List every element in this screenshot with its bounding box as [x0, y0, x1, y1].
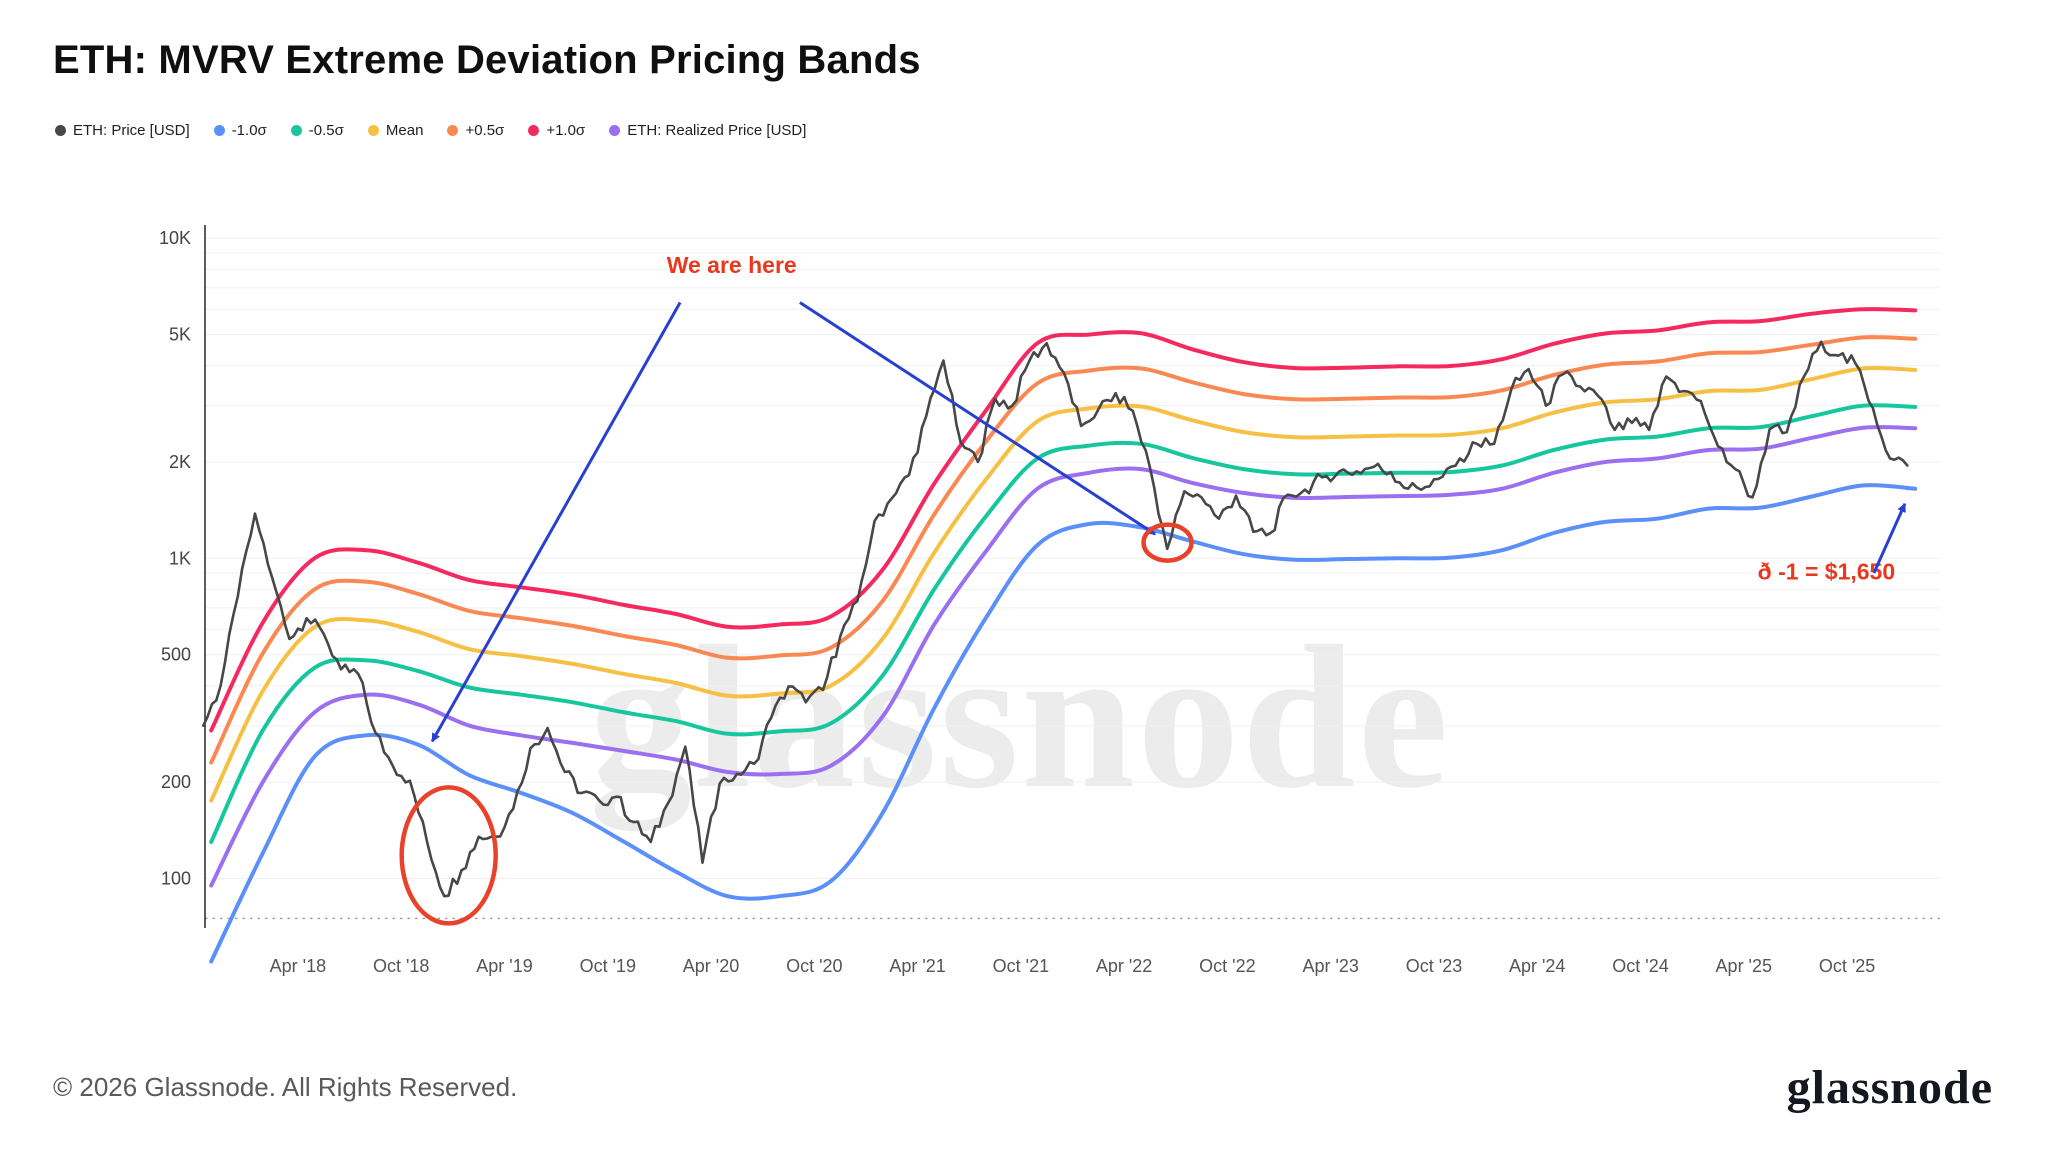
legend-dot-minus1 [213, 125, 225, 136]
x-tick: Oct '18 [373, 956, 429, 976]
x-tick: Apr '19 [476, 956, 532, 976]
legend-label-price: ETH: Price [USD] [73, 122, 190, 139]
x-tick: Oct '23 [1406, 956, 1462, 976]
x-tick: Apr '18 [270, 956, 326, 976]
x-tick: Apr '22 [1096, 956, 1152, 976]
legend-label-mean: Mean [385, 122, 424, 139]
x-tick: Apr '24 [1509, 956, 1565, 976]
annotation-arrow [1872, 502, 1907, 574]
y-tick-500: 500 [161, 645, 191, 665]
x-tick: Apr '25 [1716, 956, 1772, 976]
legend-label-realized: ETH: Realized Price [USD] [627, 122, 807, 139]
series-line-price[interactable] [202, 340, 1909, 898]
legend-item-realized[interactable]: ETH: Realized Price [USD] [609, 122, 806, 139]
x-tick: Oct '24 [1612, 956, 1668, 976]
legend-item-minus05[interactable]: -0.5σ [290, 122, 344, 139]
annotation-circle-2 [1141, 522, 1194, 563]
legend-item-mean[interactable]: Mean [367, 122, 424, 139]
x-tick: Oct '19 [580, 956, 636, 976]
y-tick-1K: 1K [169, 548, 191, 568]
legend-dot-plus1 [528, 125, 540, 136]
annotation-circle-1 [399, 785, 498, 926]
chart-area: glassnode 10K 5K 2K 1K 500 200 100 Apr '18 Oct '… [0, 215, 2048, 1015]
legend-item-minus1[interactable]: -1.0σ [213, 122, 267, 139]
legend-item-price[interactable]: ETH: Price [USD] [55, 122, 190, 139]
legend-label-minus1: -1.0σ [231, 122, 267, 139]
chart-plot[interactable]: 10K 5K 2K 1K 500 200 100 Apr '18 Oct '18 Apr '19 O… [0, 215, 2048, 1015]
x-tick: Oct '22 [1199, 956, 1255, 976]
x-tick: Oct '20 [786, 956, 842, 976]
y-tick-100: 100 [161, 868, 191, 888]
annotation-text: ð -1 = $1,650 [1758, 558, 1895, 584]
legend-dot-minus05 [290, 125, 302, 136]
x-tick: Oct '25 [1819, 956, 1875, 976]
annotation-arrow [430, 301, 682, 743]
series-line-plus1[interactable] [209, 307, 1918, 733]
legend-item-plus1[interactable]: +1.0σ [528, 122, 585, 139]
x-tick: Apr '23 [1302, 956, 1358, 976]
legend-dot-mean [367, 125, 379, 136]
x-tick: Apr '21 [889, 956, 945, 976]
legend-item-plus05[interactable]: +0.5σ [447, 122, 504, 139]
annotation-text: We are here [667, 252, 797, 278]
series-line-minus1[interactable] [209, 483, 1918, 964]
series-line-realized[interactable] [209, 425, 1918, 888]
legend-label-plus05: +0.5σ [465, 122, 505, 139]
legend-label-plus1: +1.0σ [546, 122, 586, 139]
y-tick-5K: 5K [169, 325, 191, 345]
legend-label-minus05: -0.5σ [308, 122, 344, 139]
x-tick: Apr '20 [683, 956, 739, 976]
series-line-mean[interactable] [209, 365, 1918, 803]
legend-dot-price [55, 125, 66, 136]
glassnode-logo: glassnode [1786, 1061, 1993, 1114]
annotation-arrow [799, 301, 1156, 536]
copyright-text: © 2026 Glassnode. All Rights Reserved. [53, 1072, 518, 1102]
y-tick-10K: 10K [159, 228, 191, 248]
y-tick-2K: 2K [169, 452, 191, 472]
chart-title: ETH: MVRV Extreme Deviation Pricing Band… [53, 38, 921, 82]
series-line-plus05[interactable] [209, 335, 1918, 765]
glassnode-watermark-text: glassnode [589, 604, 1451, 831]
series-line-minus05[interactable] [209, 403, 1918, 844]
x-tick: Oct '21 [993, 956, 1049, 976]
legend-dot-realized [609, 125, 621, 136]
legend-dot-plus05 [447, 125, 459, 136]
chart-legend: ETH: Price [USD] -1.0σ -0.5σ Mean +0.5σ +1.0σ… [55, 122, 806, 139]
y-tick-200: 200 [161, 772, 191, 792]
